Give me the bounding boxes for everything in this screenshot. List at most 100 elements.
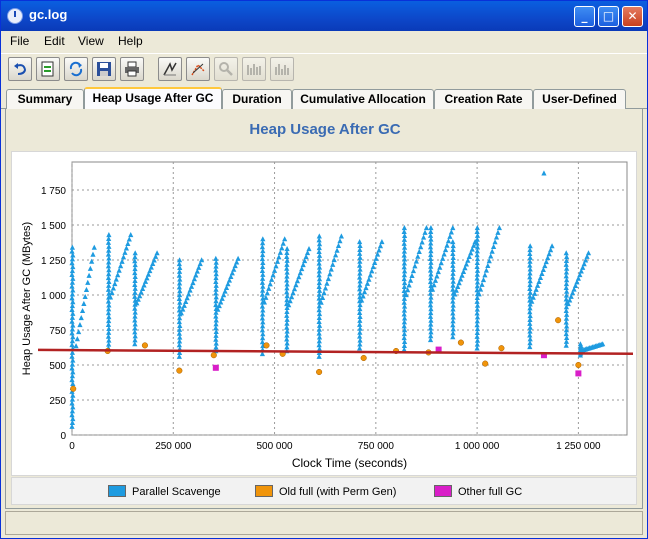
scavenge-point [316, 233, 322, 239]
scavenge-point [450, 318, 456, 324]
save-button[interactable] [92, 57, 116, 81]
scavenge-point [259, 303, 266, 309]
tab-creation-rate[interactable]: Creation Rate [434, 89, 533, 109]
scavenge-point [78, 315, 84, 321]
other-full-gc-point [435, 346, 442, 353]
zoom-out-icon [219, 62, 233, 76]
scavenge-point [229, 270, 235, 276]
print-button[interactable] [120, 57, 144, 81]
scavenge-point [527, 293, 533, 299]
zoom-select-button[interactable] [186, 57, 210, 81]
scavenge-point [150, 260, 156, 267]
scavenge-point [260, 240, 266, 246]
zoom-out-button[interactable] [214, 57, 238, 81]
scavenge-point [284, 285, 290, 291]
scavenge-point [527, 320, 533, 326]
scavenge-point [69, 314, 76, 320]
scavenge-point [70, 404, 76, 410]
tab-heap-usage-after-gc[interactable]: Heap Usage After GC [84, 87, 222, 110]
scavenge-point [215, 306, 221, 312]
scavenge-point [563, 257, 570, 263]
bars-alt-button[interactable] [270, 57, 294, 81]
scavenge-point [284, 297, 290, 303]
tab-cumulative-allocation[interactable]: Cumulative Allocation [292, 89, 434, 109]
scavenge-point [284, 304, 290, 311]
maximize-button[interactable]: □ [598, 6, 619, 27]
scavenge-point [405, 287, 411, 293]
scavenge-point [361, 289, 368, 295]
scavenge-point [69, 338, 76, 344]
scavenge-point [76, 329, 82, 335]
y-axis-label: Heap Usage After GC (MBytes) [21, 222, 33, 375]
menu-help[interactable]: Help [118, 34, 143, 48]
scavenge-point [527, 324, 533, 330]
tab-summary[interactable]: Summary [6, 89, 84, 109]
chart-area[interactable]: 0 250 500 750 1 000 1 250 1 500 1 750 0 250 000 50… [11, 151, 637, 476]
scavenge-point [428, 329, 434, 335]
tab-user-defined[interactable]: User-Defined [533, 89, 626, 109]
scavenge-point [471, 242, 477, 248]
scavenge-point [325, 275, 331, 282]
scavenge-point [138, 289, 144, 295]
scavenge-point [357, 286, 363, 292]
export-button[interactable] [36, 57, 60, 81]
scavenge-point [527, 316, 533, 322]
menu-edit[interactable]: Edit [44, 34, 65, 48]
scavenge-point [87, 265, 93, 271]
scavenge-point [489, 248, 495, 254]
scavenge-point [474, 267, 481, 273]
scavenge-point [474, 259, 480, 266]
undo-button[interactable] [8, 57, 32, 81]
bars-button[interactable] [242, 57, 266, 81]
scavenge-point [119, 258, 125, 264]
scavenge-point [474, 329, 480, 335]
scavenge-point [260, 252, 266, 258]
scavenge-point [493, 234, 500, 240]
scavenge-point [213, 321, 219, 327]
scavenge-point [452, 291, 458, 297]
menu-view[interactable]: View [78, 34, 104, 48]
oldfull-point [482, 360, 489, 367]
legend-label-other: Other full GC [458, 486, 523, 498]
scavenge-point [106, 278, 112, 285]
close-button[interactable]: ✕ [622, 6, 643, 27]
scavenge-point [234, 259, 240, 265]
scavenge-point [105, 333, 112, 339]
scavenge-point [357, 341, 363, 347]
minimize-button[interactable]: _ [574, 6, 595, 27]
refresh-button[interactable] [64, 57, 88, 81]
menu-file[interactable]: File [10, 34, 30, 48]
scavenge-point [316, 291, 322, 297]
scavenge-point [357, 321, 363, 327]
scavenge-point [69, 267, 76, 274]
scavenge-point [527, 309, 533, 315]
scavenge-point [401, 276, 407, 282]
scavenge-point [357, 254, 363, 260]
heap-usage-chart[interactable]: 0 250 500 750 1 000 1 250 1 500 1 750 0 250 000 50… [12, 152, 638, 477]
scavenge-point [132, 262, 138, 268]
legend-label-oldfull: Old full (with Perm Gen) [279, 486, 397, 498]
scavenge-point [191, 276, 198, 282]
scavenge-point [274, 258, 281, 264]
scavenge-point [357, 290, 363, 296]
scavenge-point [527, 254, 533, 260]
scavenge-point [316, 245, 322, 251]
scavenge-point [132, 254, 138, 260]
scavenge-point [289, 294, 295, 300]
scavenge-point [572, 282, 579, 288]
scavenge-point [427, 255, 434, 261]
scavenge-point [176, 319, 182, 325]
scavenge-point [327, 271, 333, 277]
scavenge-point [545, 255, 551, 261]
scavenge-point [69, 318, 75, 324]
scavenge-point [135, 296, 141, 302]
scavenge-point [527, 301, 533, 307]
scavenge-point [458, 276, 464, 282]
scavenge-point [450, 266, 456, 272]
scavenge-point [428, 248, 434, 254]
scavenge-point [541, 170, 547, 176]
bars-icon [247, 64, 261, 75]
tab-duration[interactable]: Duration [222, 89, 292, 109]
scavenge-point [132, 325, 138, 331]
zoom-fit-button[interactable] [158, 57, 182, 81]
